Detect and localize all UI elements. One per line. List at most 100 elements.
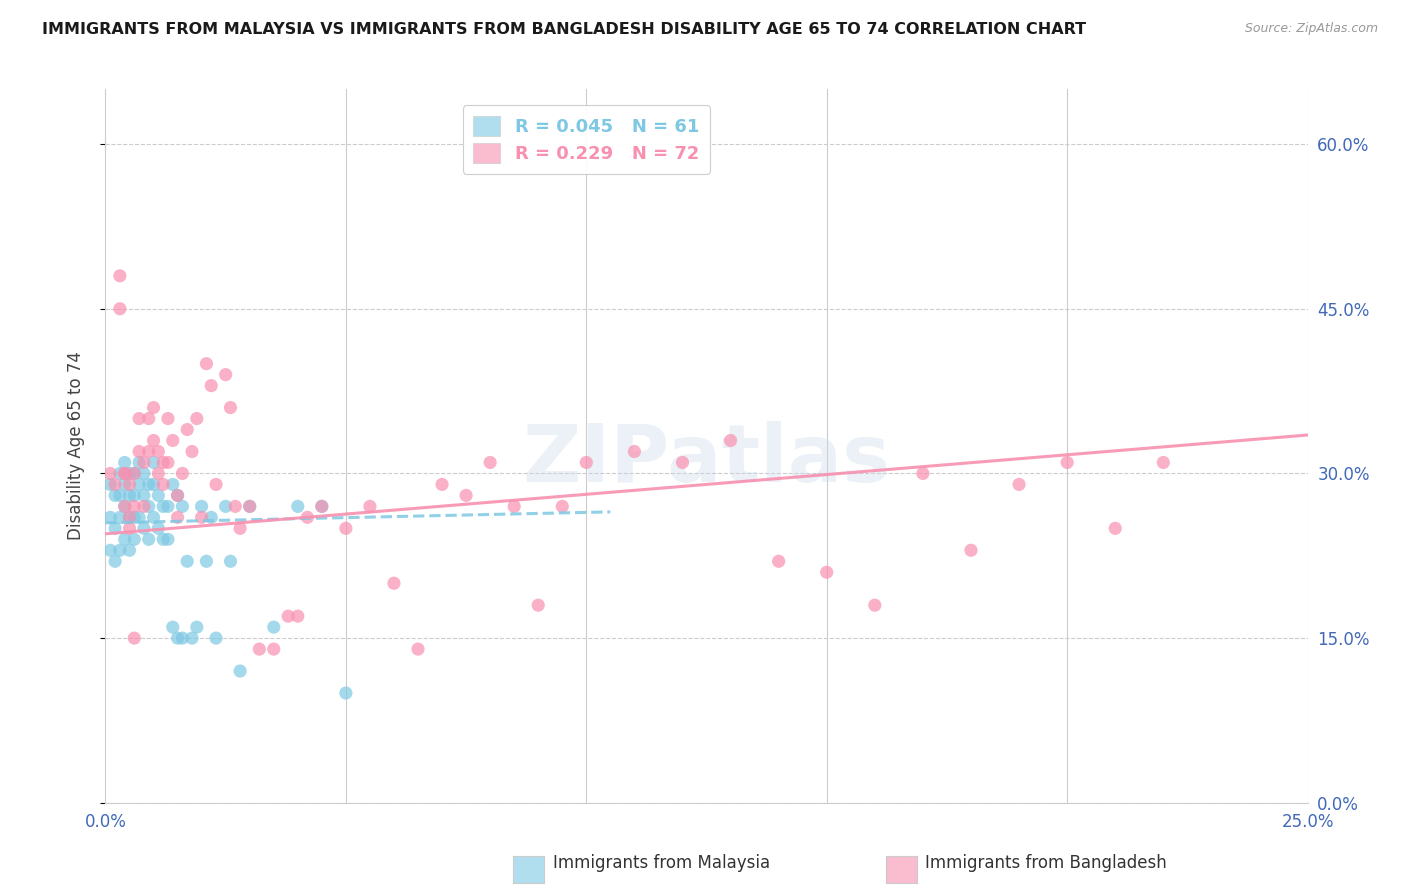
Point: [671, 455, 693, 469]
Point: [138, 500, 160, 514]
Point: [277, 609, 299, 624]
Text: ZIPatlas: ZIPatlas: [523, 421, 890, 500]
Point: [768, 554, 790, 568]
Point: [132, 521, 155, 535]
Point: [108, 510, 131, 524]
Point: [166, 510, 188, 524]
Point: [108, 268, 131, 283]
Point: [720, 434, 742, 448]
Point: [152, 500, 174, 514]
Point: [156, 411, 179, 425]
Point: [960, 543, 983, 558]
Point: [108, 301, 131, 316]
Point: [382, 576, 405, 591]
Point: [172, 500, 194, 514]
Point: [166, 488, 188, 502]
Point: [124, 533, 146, 547]
Point: [406, 642, 429, 657]
Point: [214, 368, 236, 382]
Point: [311, 500, 333, 514]
Point: [104, 488, 127, 502]
Point: [335, 686, 357, 700]
Point: [162, 620, 184, 634]
Point: [186, 620, 208, 634]
Point: [104, 521, 127, 535]
Point: [263, 642, 285, 657]
Point: [114, 467, 136, 481]
Point: [124, 510, 146, 524]
Point: [214, 500, 236, 514]
Point: [142, 401, 165, 415]
Point: [200, 378, 222, 392]
Point: [118, 477, 141, 491]
Point: [114, 500, 136, 514]
Point: [335, 521, 357, 535]
Point: [132, 488, 155, 502]
Point: [132, 500, 155, 514]
Point: [152, 477, 174, 491]
Point: [195, 357, 218, 371]
Point: [114, 477, 136, 491]
Point: [138, 477, 160, 491]
Point: [454, 488, 477, 502]
Point: [124, 500, 146, 514]
Point: [98, 477, 121, 491]
Point: [186, 411, 208, 425]
Point: [148, 488, 170, 502]
Point: [142, 434, 165, 448]
Point: [205, 631, 228, 645]
Point: [152, 455, 174, 469]
Point: [138, 411, 160, 425]
Point: [108, 467, 131, 481]
Point: [148, 444, 170, 458]
Point: [1152, 455, 1174, 469]
Point: [162, 477, 184, 491]
Point: [132, 467, 155, 481]
Point: [128, 411, 150, 425]
Point: [152, 533, 174, 547]
Text: Immigrants from Malaysia: Immigrants from Malaysia: [553, 855, 769, 872]
Point: [190, 500, 212, 514]
Point: [224, 500, 246, 514]
Point: [118, 543, 141, 558]
Point: [114, 500, 136, 514]
Point: [156, 500, 179, 514]
Text: Source: ZipAtlas.com: Source: ZipAtlas.com: [1244, 22, 1378, 36]
Point: [166, 631, 188, 645]
Point: [1056, 455, 1078, 469]
Point: [128, 444, 150, 458]
Point: [114, 533, 136, 547]
Text: Immigrants from Bangladesh: Immigrants from Bangladesh: [925, 855, 1167, 872]
Point: [172, 467, 194, 481]
Point: [108, 543, 131, 558]
Point: [239, 500, 262, 514]
Point: [200, 510, 222, 524]
Point: [863, 598, 886, 612]
Point: [138, 444, 160, 458]
Text: IMMIGRANTS FROM MALAYSIA VS IMMIGRANTS FROM BANGLADESH DISABILITY AGE 65 TO 74 C: IMMIGRANTS FROM MALAYSIA VS IMMIGRANTS F…: [42, 22, 1087, 37]
Point: [104, 554, 127, 568]
Point: [430, 477, 453, 491]
Point: [124, 631, 146, 645]
Point: [219, 401, 242, 415]
Point: [142, 510, 165, 524]
Point: [118, 521, 141, 535]
Point: [128, 510, 150, 524]
Point: [247, 642, 270, 657]
Point: [503, 500, 526, 514]
Point: [219, 554, 242, 568]
Point: [142, 455, 165, 469]
Point: [172, 631, 194, 645]
Point: [359, 500, 381, 514]
Point: [176, 554, 198, 568]
Point: [114, 467, 136, 481]
Point: [1008, 477, 1031, 491]
Point: [128, 477, 150, 491]
Point: [118, 510, 141, 524]
Point: [229, 664, 252, 678]
Point: [911, 467, 934, 481]
Point: [162, 434, 184, 448]
Point: [551, 500, 574, 514]
Point: [148, 467, 170, 481]
Point: [815, 566, 838, 580]
